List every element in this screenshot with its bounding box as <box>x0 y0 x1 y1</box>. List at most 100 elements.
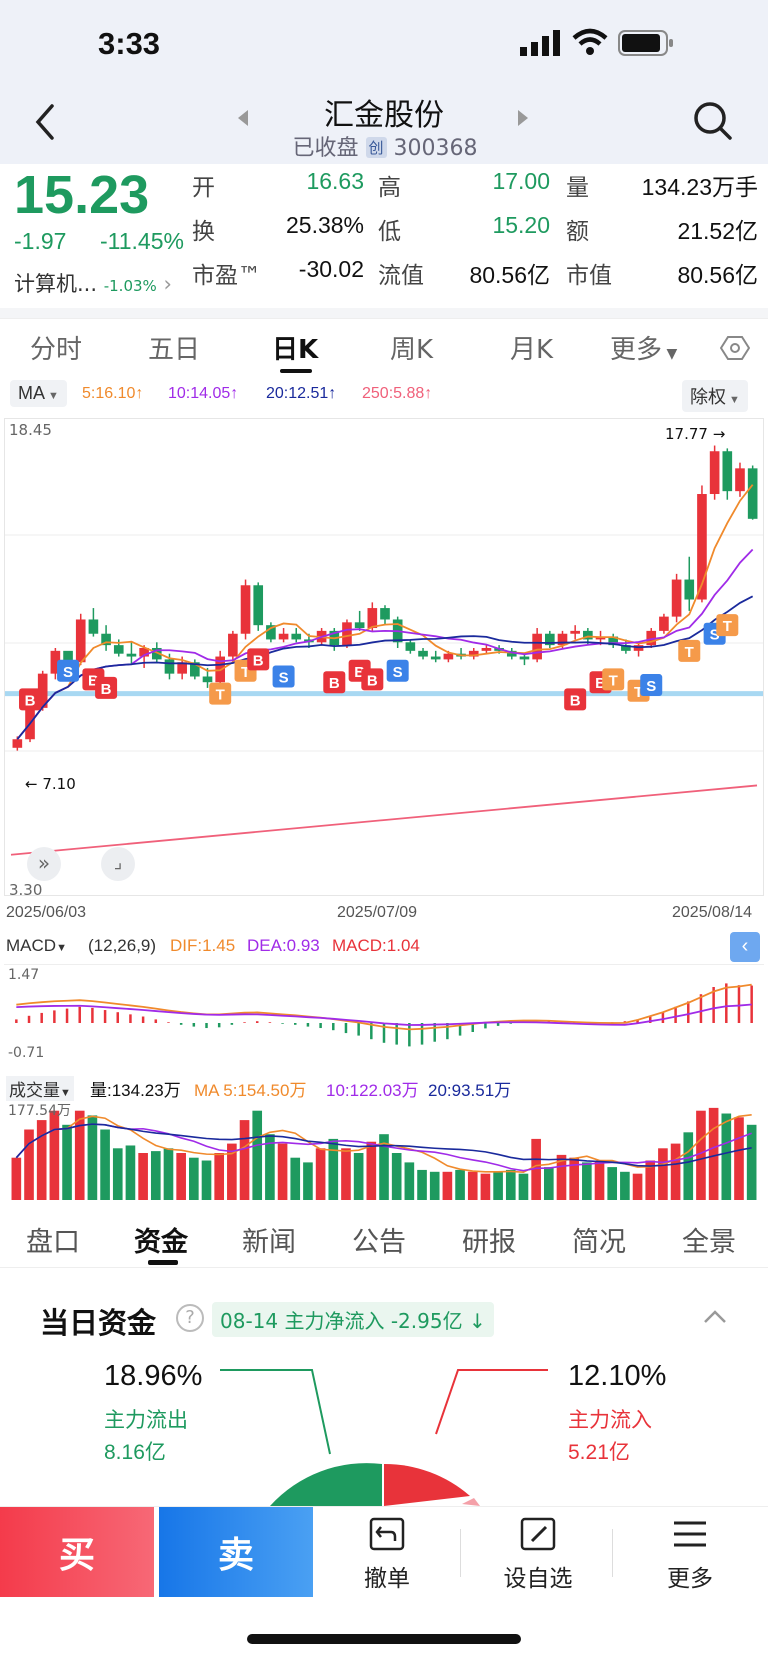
candle <box>481 647 492 651</box>
quote-label: 换 <box>192 219 215 245</box>
industry-link[interactable]: 计算机... -1.03% › <box>14 268 172 298</box>
candle <box>570 630 580 634</box>
trade-marker-B: B <box>95 676 118 699</box>
volume-bar <box>556 1154 567 1200</box>
tab-monthly-k[interactable]: 月K <box>510 335 554 365</box>
tab-daily-k[interactable]: 日K <box>272 335 319 365</box>
high-marker: 17.77 → <box>665 425 726 443</box>
edit-icon <box>520 1517 556 1551</box>
search-icon[interactable] <box>692 100 734 144</box>
ma-selector[interactable]: MA ▼ <box>10 380 67 407</box>
back-icon[interactable] <box>32 102 58 142</box>
ma250-line <box>10 784 758 856</box>
volume-bar <box>125 1145 136 1200</box>
chart-settings-icon[interactable] <box>720 333 750 363</box>
divider <box>612 1529 613 1577</box>
candle <box>621 645 631 651</box>
sell-button[interactable]: 卖 <box>159 1507 313 1597</box>
tab-announcements[interactable]: 公告 <box>352 1227 406 1258</box>
expand-left-icon[interactable]: » <box>27 847 61 881</box>
caret-down-icon: ▼ <box>726 394 740 406</box>
add-watchlist-button[interactable]: 设自选 <box>478 1515 598 1593</box>
tab-news[interactable]: 新闻 <box>242 1227 296 1258</box>
volume-bar <box>455 1169 465 1200</box>
chevron-up-icon[interactable] <box>702 1308 728 1326</box>
stock-subtitle: 已收盘 创 300368 <box>280 130 490 162</box>
svg-text:T: T <box>723 618 732 635</box>
prev-stock-icon[interactable] <box>236 108 250 128</box>
caret-down-icon: ▼ <box>45 390 59 402</box>
volume-bar <box>391 1153 402 1200</box>
candle <box>367 608 378 629</box>
tab-more[interactable]: 更多 ▼ <box>610 329 677 366</box>
trade-marker-B: B <box>19 688 42 711</box>
volume-bar <box>632 1173 643 1200</box>
tab-weekly-k[interactable]: 周K <box>390 335 434 365</box>
volume-bar <box>531 1138 541 1200</box>
undo-icon <box>369 1517 405 1551</box>
adjust-selector-label: 除权 <box>690 387 726 407</box>
more-button[interactable]: 更多 <box>630 1515 750 1593</box>
tab-funds[interactable]: 资金 <box>134 1227 188 1258</box>
tab-orderbook[interactable]: 盘口 <box>26 1227 80 1258</box>
candle <box>354 622 365 629</box>
tab-overview[interactable]: 全景 <box>682 1227 736 1258</box>
outflow-value: 8.16亿 <box>104 1441 166 1464</box>
date-label: 2025/07/09 <box>337 904 418 921</box>
help-icon[interactable]: ? <box>176 1304 204 1332</box>
cancel-order-button[interactable]: 撤单 <box>327 1515 447 1593</box>
tab-intraday[interactable]: 分时 <box>30 335 83 365</box>
outflow-label: 主力流出 <box>104 1408 188 1432</box>
industry-name: 计算机... <box>14 272 98 296</box>
tab-five-day[interactable]: 五日 <box>148 335 201 365</box>
svg-text:T: T <box>685 644 694 661</box>
dif-line <box>16 983 752 1031</box>
volume-bar <box>569 1157 579 1200</box>
volume-bar <box>290 1157 301 1200</box>
svg-text:B: B <box>570 692 581 709</box>
volume-bar <box>708 1107 719 1200</box>
volume-bar <box>138 1153 148 1200</box>
trade-marker-S: S <box>640 674 663 697</box>
volume-bar <box>265 1134 275 1200</box>
candle <box>468 650 479 657</box>
next-stock-icon[interactable] <box>516 108 530 128</box>
volume-bar <box>62 1124 72 1200</box>
tab-profile[interactable]: 简况 <box>572 1227 626 1258</box>
macd-dea: DEA:0.93 <box>247 936 320 955</box>
quote-value: 80.56亿 <box>677 262 758 288</box>
macd-dif: DIF:1.45 <box>170 936 236 955</box>
high-marker-value: 17.77 <box>665 425 708 443</box>
macd-selector[interactable]: MACD▼ <box>6 936 67 956</box>
trade-marker-S: S <box>57 659 80 682</box>
collapse-panel-icon[interactable]: ‹ <box>730 932 760 962</box>
quote-panel: 15.23 -1.97 -11.45% 计算机... -1.03% › 开 16… <box>0 164 768 309</box>
stock-code: 300368 <box>393 136 478 161</box>
signal-icon <box>520 30 560 56</box>
volume-ma20-line <box>15 1123 752 1167</box>
svg-text:B: B <box>25 692 36 709</box>
ma5-line <box>16 484 754 740</box>
volume-bar <box>480 1173 491 1200</box>
fullscreen-icon[interactable]: ⌟ <box>101 847 135 881</box>
volume-svg <box>11 1107 757 1200</box>
volume-bar <box>24 1129 34 1200</box>
volume-bar <box>620 1171 630 1200</box>
volume-selector[interactable]: 成交量▼ <box>6 1076 74 1101</box>
candle <box>101 633 111 646</box>
svg-text:T: T <box>216 687 225 704</box>
candle <box>697 494 707 600</box>
quote-label: 额 <box>566 219 589 245</box>
candle <box>544 633 555 646</box>
volume-bar <box>176 1153 186 1200</box>
candle <box>583 630 593 640</box>
volume-bar <box>683 1132 694 1200</box>
buy-button[interactable]: 买 <box>0 1507 154 1597</box>
volume-bar <box>442 1171 453 1200</box>
svg-text:B: B <box>101 681 112 698</box>
tab-research[interactable]: 研报 <box>462 1227 516 1258</box>
fund-donut <box>220 1369 548 1506</box>
adjust-selector[interactable]: 除权 ▼ <box>682 380 748 412</box>
